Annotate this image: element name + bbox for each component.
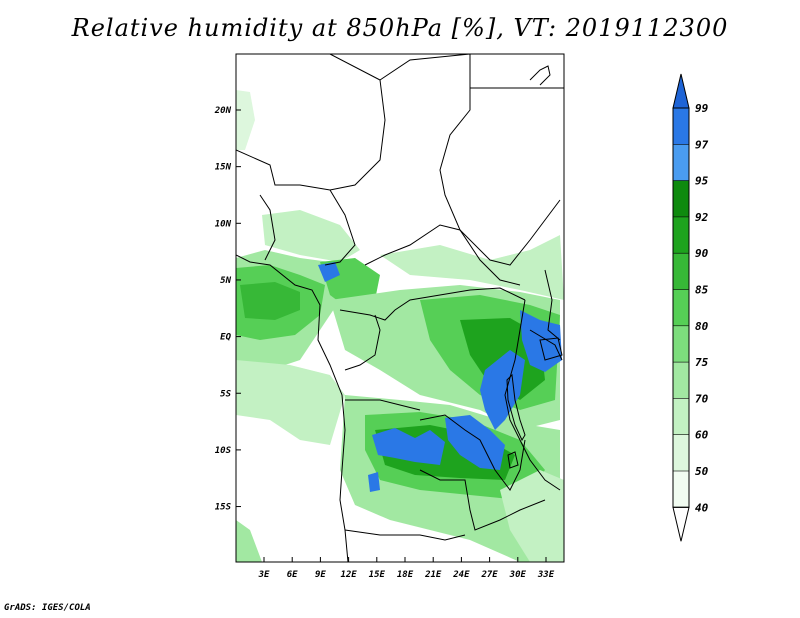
colorbar-level-label: 50 <box>695 465 709 478</box>
border-drc-west <box>344 314 421 411</box>
colorbar-level-label: 60 <box>695 429 709 442</box>
humidity-core-cameroon <box>318 262 340 282</box>
lake-victoria <box>539 337 563 361</box>
colorbar-segment <box>673 434 689 471</box>
lon-tick-label: 9E <box>315 570 326 580</box>
lat-tick-label: EQ <box>220 333 231 343</box>
colorbar-level-label: 92 <box>695 211 709 224</box>
colorbar-level-label: 99 <box>695 102 709 115</box>
lat-tick-label: 10S <box>215 446 232 456</box>
lake-mweru <box>507 451 519 469</box>
colorbar-bottom-arrow <box>672 506 690 542</box>
humidity-zone-se <box>500 470 564 562</box>
latitude-axis: 20N 15N 10N 5N EQ 5S 10S 15S <box>214 106 241 513</box>
border-angola-zambia <box>419 469 546 531</box>
colorbar-level-label: 75 <box>695 356 709 369</box>
border-east <box>529 269 563 361</box>
colorbar-level-label: 95 <box>695 175 709 188</box>
colorbar-level-label: 97 <box>695 138 709 151</box>
humidity-core-south-2 <box>445 415 505 470</box>
humidity-core-south-1 <box>372 428 445 465</box>
lat-tick-label: 15N <box>215 163 232 173</box>
longitude-axis: 3E 6E 9E 12E 15E 18E 21E 24E 27E 30E 33E <box>258 557 555 580</box>
colorbar-top-arrow <box>672 73 690 109</box>
lon-tick-label: 15E <box>369 570 386 580</box>
lon-tick-label: 21E <box>424 570 442 580</box>
colorbar-level-label: 40 <box>695 501 709 514</box>
lat-tick-label: 10N <box>215 219 232 229</box>
colorbar-segment <box>673 289 689 326</box>
red-sea-coast <box>529 65 551 86</box>
humidity-zone-gulf <box>240 282 300 320</box>
colorbar: 99 97 95 92 90 85 80 75 70 60 50 40 <box>672 73 709 542</box>
colorbar-segment <box>673 398 689 435</box>
humidity-core-rift <box>520 310 562 372</box>
lat-tick-label: 20N <box>214 106 232 116</box>
colorbar-segment <box>673 362 689 399</box>
lon-tick-label: 18E <box>397 570 414 580</box>
humidity-zone-sw-corner <box>236 520 262 562</box>
border-chad <box>379 54 561 266</box>
border-namibia <box>344 529 466 541</box>
lon-tick-label: 27E <box>480 570 498 580</box>
lon-tick-label: 24E <box>452 570 470 580</box>
grads-credit: GrADS: IGES/COLA <box>4 603 91 613</box>
map-frame <box>235 53 565 563</box>
colorbar-segment <box>673 108 689 145</box>
colorbar-segment <box>673 180 689 217</box>
lat-tick-label: 5N <box>220 276 231 286</box>
humidity-zone-sw <box>236 360 345 445</box>
humidity-zone-north <box>262 210 360 262</box>
lon-tick-label: 30E <box>509 570 527 580</box>
border-rift <box>504 299 561 491</box>
colorbar-segment <box>673 325 689 363</box>
colorbar-level-label: 90 <box>695 247 709 260</box>
map-title: Relative humidity at 850hPa [%], VT: 201… <box>71 14 729 42</box>
colorbar-level-label: 85 <box>695 284 709 297</box>
colorbar-segment <box>673 144 689 181</box>
lat-tick-label: 5S <box>220 389 231 399</box>
colorbar-segment <box>673 216 689 254</box>
lon-tick-label: 33E <box>537 570 555 580</box>
lake-tanganyika <box>506 373 526 442</box>
border-north <box>236 54 386 191</box>
humidity-zone-north2 <box>380 235 564 300</box>
border-car <box>364 224 521 286</box>
colorbar-segment <box>673 253 689 290</box>
country-borders <box>236 54 564 562</box>
humidity-zone-northwest <box>236 90 255 150</box>
humidity-core-small <box>368 472 380 492</box>
lon-tick-label: 6E <box>287 570 298 580</box>
lon-tick-label: 12E <box>340 570 357 580</box>
humidity-field <box>236 90 564 562</box>
border-drc-south <box>419 414 526 491</box>
border-nigeria <box>259 189 356 266</box>
colorbar-level-label: 80 <box>695 320 709 333</box>
coastline-west <box>236 254 349 562</box>
humidity-core-east <box>480 350 525 430</box>
lon-tick-label: 3E <box>258 570 270 580</box>
border-congo <box>339 287 526 321</box>
lat-tick-label: 15S <box>215 503 232 513</box>
colorbar-level-label: 70 <box>695 392 709 405</box>
colorbar-segment <box>673 471 689 508</box>
